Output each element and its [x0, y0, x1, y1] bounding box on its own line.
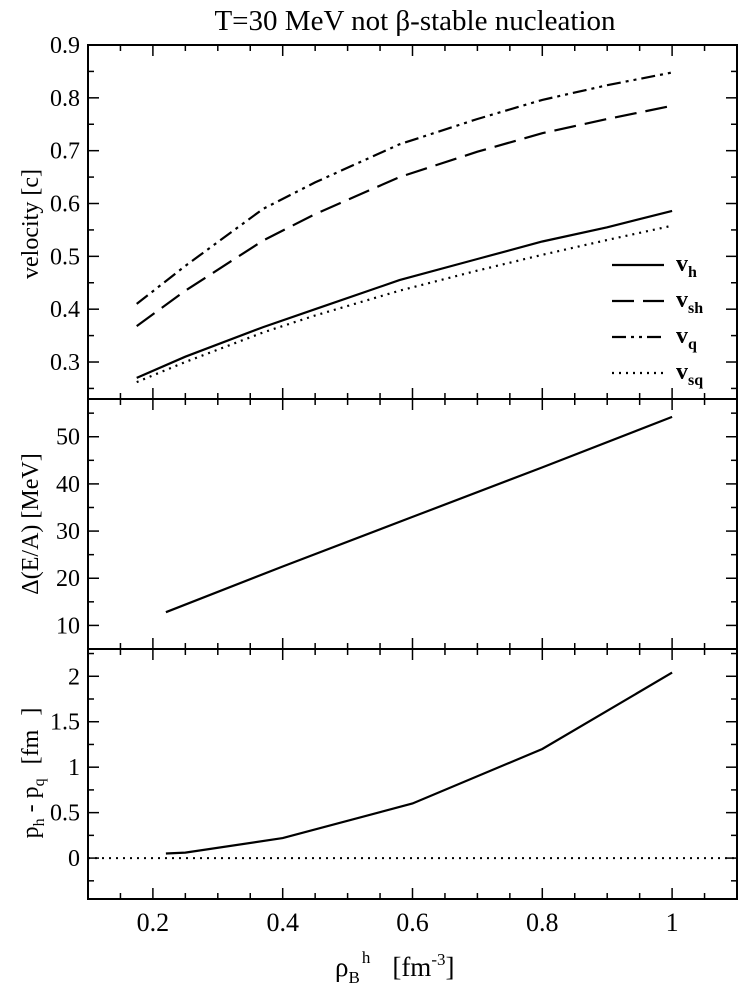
series-line-sh [136, 104, 673, 327]
pressure-label-unit: [fm [18, 729, 44, 764]
y-tick-label: 1 [68, 755, 80, 781]
series-line-q [136, 71, 673, 305]
panel-frame [87, 398, 738, 650]
y-tick-label: 10 [56, 613, 80, 639]
y-tick-label: 0.3 [50, 350, 80, 376]
pressure-label-minus-p: - p [18, 786, 44, 818]
y-tick-label: 0.4 [50, 297, 80, 323]
y-tick-label: 1.5 [50, 710, 80, 736]
panel-frame [87, 648, 738, 900]
x-label-sub-b: B [348, 968, 359, 986]
y-tick-label: 40 [56, 472, 80, 498]
y-tick-label: 0.6 [50, 192, 80, 218]
y-tick-label: 50 [56, 425, 80, 451]
y-tick-label: 0.5 [50, 244, 80, 270]
energy-difference-panel: 10 20 30 40 50 [56, 398, 738, 650]
series-line-0 [165, 671, 673, 855]
x-tick-label: 0.4 [266, 908, 299, 937]
x-tick-label: 0.6 [396, 908, 429, 937]
pressure-label-close: ] [18, 708, 44, 716]
legend-label-h: vh [676, 251, 697, 281]
series-line-0 [165, 415, 673, 614]
velocity-panel: 0.3 0.4 0.5 0.6 0.7 0.8 0.9 vh vsh vq vsq [50, 33, 738, 400]
x-tick-label: 1 [666, 908, 679, 937]
x-label-sup-h: h [362, 948, 371, 967]
y-tick-label: 0.9 [50, 33, 80, 59]
x-label-unit: [fm [392, 952, 431, 982]
x-label-unit-sup: -3 [431, 950, 445, 969]
x-label-rho: ρ [335, 952, 348, 982]
chart-title: T=30 MeV not β-stable nucleation [214, 5, 616, 37]
x-label-close: ] [445, 952, 454, 982]
energy-axis-label: Δ(E/A) [MeV] [18, 453, 44, 594]
y-tick-label: 2 [68, 664, 80, 690]
y-tick-label: 30 [56, 519, 80, 545]
pressure-label-sub-q: q [31, 778, 48, 786]
pressure-label-p: p [18, 826, 44, 838]
y-tick-label: 0 [68, 846, 80, 872]
pressure-difference-panel: 0 0.5 1 1.5 2 0.2 0.4 0.6 0.8 1 [50, 648, 738, 937]
pressure-axis-label: ph - pq [fm] [18, 708, 48, 839]
x-axis-label: ρBh [fm-3] [335, 948, 454, 986]
velocity-axis-label: velocity [c] [18, 169, 44, 279]
series-line-sq [136, 224, 673, 384]
y-tick-label: 0.5 [50, 801, 80, 827]
series-line-h [136, 209, 673, 379]
y-tick-label: 20 [56, 566, 80, 592]
y-tick-label: 0.8 [50, 86, 80, 112]
legend-label-sq: vsq [676, 359, 703, 389]
x-tick-label: 0.2 [137, 908, 170, 937]
legend-label-sh: vsh [676, 287, 703, 317]
pressure-label-sub-h: h [31, 818, 48, 826]
y-tick-label: 0.7 [50, 139, 80, 165]
panel-frame [87, 44, 738, 400]
x-tick-label: 0.8 [526, 908, 559, 937]
legend-label-q: vq [676, 323, 697, 353]
